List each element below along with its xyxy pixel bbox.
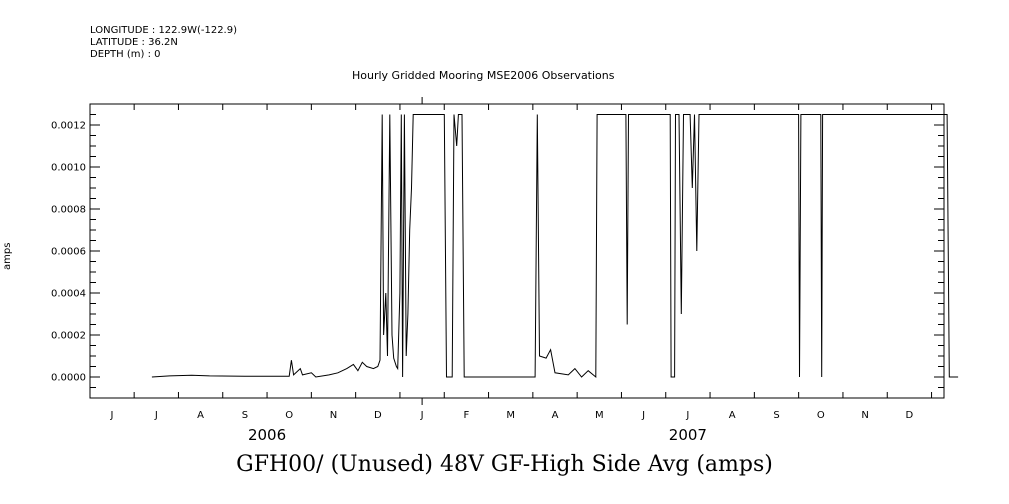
x-month-label: A [729,410,736,421]
x-month-label: J [420,410,424,421]
depth-label: DEPTH (m) : 0 [90,49,161,60]
x-month-label: S [242,410,248,421]
longitude-label: LONGITUDE : 122.9W(-122.9) [90,25,237,36]
x-month-label: A [552,410,559,421]
y-tick-label: 0.0006 [51,247,86,258]
x-month-label: N [861,410,868,421]
series-line [151,114,959,379]
x-month-label: O [285,410,293,421]
x-month-label: S [773,410,779,421]
x-year-label: 2006 [248,426,286,444]
x-month-label: N [330,410,337,421]
chart-title: Hourly Gridded Mooring MSE2006 Observati… [352,69,615,82]
y-tick-label: 0.0004 [51,289,86,300]
x-month-label: J [641,410,645,421]
y-tick-label: 0.0012 [51,121,86,132]
y-tick-label: 0.0000 [51,373,86,384]
x-month-label: J [154,410,158,421]
x-month-label: D [374,410,382,421]
x-month-label: O [817,410,825,421]
x-month-label: M [506,410,515,421]
latitude-label: LATITUDE : 36.2N [90,37,178,48]
plot-frame [89,103,945,399]
chart-caption: GFH00/ (Unused) 48V GF-High Side Avg (am… [236,452,773,477]
x-month-label: D [906,410,914,421]
x-month-label: M [595,410,604,421]
x-month-label: J [685,410,689,421]
y-tick-label: 0.0008 [51,205,86,216]
y-tick-label: 0.0010 [51,163,86,174]
x-month-label: F [464,410,470,421]
x-month-label: J [110,410,114,421]
x-month-label: A [197,410,204,421]
y-tick-label: 0.0002 [51,331,86,342]
x-year-label: 2007 [669,426,707,444]
